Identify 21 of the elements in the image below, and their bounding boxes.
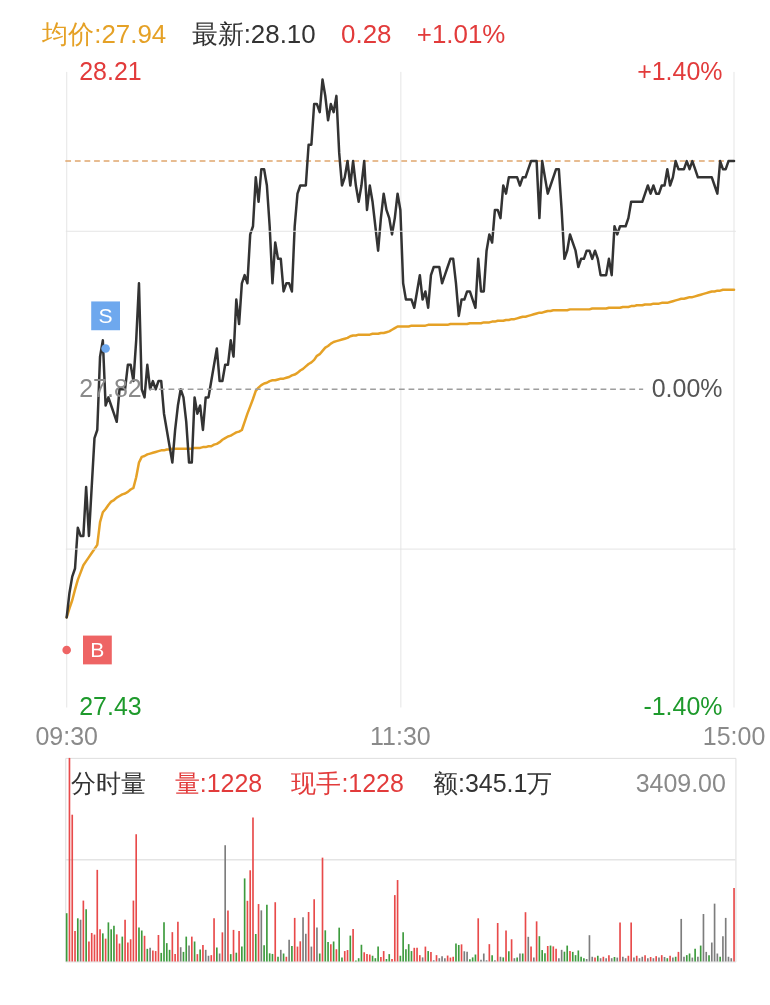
line-series (65, 78, 736, 619)
y-tick-label: 27.43 (79, 692, 142, 721)
series-label: 最新:28.10 (191, 19, 316, 48)
text: 均价:27.94 (41, 19, 167, 48)
series-label: S (98, 303, 113, 327)
x-tick-label: 09:30 (35, 721, 98, 750)
y2-tick-label: -1.40% (643, 692, 723, 721)
series-label: B (90, 637, 105, 661)
x-tick-label: 11:30 (370, 721, 431, 750)
annotation: 额:345.1万 (433, 769, 553, 798)
annotation: 现手:1228 (291, 769, 404, 798)
line-series (65, 288, 736, 619)
y-tick-label: 28.21 (79, 56, 142, 85)
text: 0.28 (341, 19, 392, 48)
y2-tick-label: +1.40% (637, 56, 723, 85)
annotation: 3409.00 (635, 769, 726, 798)
text: +1.01% (416, 19, 506, 48)
x-tick-label: 15:00 (702, 721, 766, 750)
y2-tick-label: 0.00% (651, 374, 723, 403)
annotation: 分时量 (71, 769, 147, 798)
annotation: 量:1228 (174, 769, 263, 798)
